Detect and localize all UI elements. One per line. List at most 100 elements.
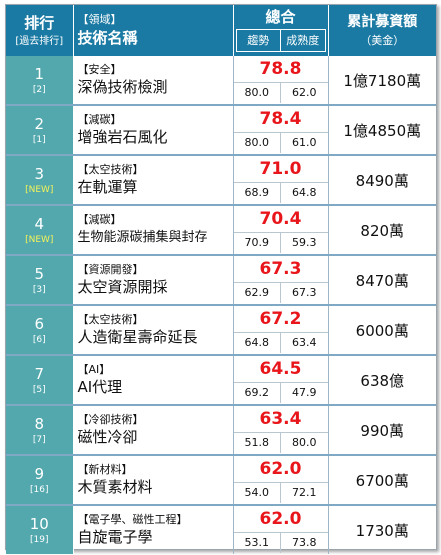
table-row: 9 [16] 【新材料】 木質素材料 62.0 54.0 72.1 6700萬: [6, 455, 436, 506]
table-header-row: 排行 [過去排行] 【領域】 技術名稱 總合 趨勢 成熟度 累計募資額 （美金）: [6, 5, 436, 56]
rank-header-sub: [過去排行]: [15, 35, 64, 47]
field-header-title: 技術名稱: [77, 29, 138, 47]
rank-cell: 1 [2]: [6, 56, 74, 106]
rank-cell: 2 [1]: [6, 105, 74, 156]
total-score: 63.4: [259, 409, 302, 429]
field-category: 【資源開發】: [77, 263, 144, 276]
table-row: 2 [1] 【減碳】 增強岩石風化 78.4 80.0 61.0 1億4850萬: [6, 105, 436, 156]
previous-rank: [19]: [30, 534, 49, 545]
maturity-score: 61.0: [280, 133, 327, 153]
trend-score: 54.0: [244, 486, 270, 499]
rank-number: 1: [34, 64, 45, 83]
funding-amount: 820萬: [328, 205, 436, 256]
total-header-title: 總合: [265, 8, 296, 26]
rank-cell: 6 [6]: [6, 305, 74, 356]
technology-name: 人造衛星壽命延長: [77, 328, 198, 346]
technology-ranking-table: 排行 [過去排行] 【領域】 技術名稱 總合 趨勢 成熟度 累計募資額 （美金）…: [6, 5, 436, 554]
new-entry-marker: [NEW]: [25, 234, 54, 245]
funding-header: 累計募資額 （美金）: [328, 5, 436, 56]
rank-number: 7: [34, 364, 45, 383]
table-row: 4 [NEW] 【減碳】生物能源碳捕集與封存 70.4 70.9 59.3 820萬: [6, 205, 436, 256]
maturity-header: 成熟度: [281, 29, 326, 52]
score-cell: 67.2 64.8 63.4: [233, 305, 329, 356]
table-row: 3 [NEW] 【太空技術】 在軌運算 71.0 68.9 64.8 8490萬: [6, 155, 436, 206]
maturity-score: 72.1: [280, 483, 327, 503]
field-header: 【領域】 技術名稱: [73, 5, 234, 56]
field-cell: 【電子學、磁性工程】自旋電子學: [73, 505, 234, 554]
trend-score: 80.0: [244, 86, 270, 99]
total-score: 67.3: [259, 259, 302, 279]
technology-name: 生物能源碳捕集與封存: [77, 230, 208, 245]
rank-cell: 4 [NEW]: [6, 205, 74, 256]
rank-cell: 10 [19]: [6, 505, 74, 554]
technology-name: AI代理: [77, 378, 123, 396]
technology-name: 自旋電子學: [77, 528, 153, 546]
score-cell: 62.0 54.0 72.1: [233, 455, 329, 506]
rank-number: 8: [34, 414, 45, 433]
previous-rank: [1]: [32, 134, 46, 145]
field-category: 【安全】: [77, 63, 122, 76]
previous-rank: [5]: [32, 384, 46, 395]
ranking-table-frame: 排行 [過去排行] 【領域】 技術名稱 總合 趨勢 成熟度 累計募資額 （美金）…: [5, 4, 437, 554]
funding-amount: 990萬: [328, 405, 436, 456]
score-cell: 78.4 80.0 61.0: [233, 105, 329, 156]
trend-score: 68.9: [244, 186, 270, 199]
total-sub-headers: 趨勢 成熟度: [235, 29, 326, 52]
maturity-score: 63.4: [280, 333, 327, 353]
score-cell: 62.0 53.1 73.8: [233, 505, 329, 554]
rank-header-title: 排行: [24, 13, 55, 32]
technology-name: 深偽技術檢測: [77, 78, 168, 96]
funding-amount: 638億: [328, 355, 436, 406]
rank-number: 6: [34, 314, 45, 333]
rank-cell: 9 [16]: [6, 455, 74, 506]
maturity-score: 80.0: [280, 433, 327, 453]
trend-score: 51.8: [244, 436, 270, 449]
field-category: 【太空技術】: [77, 163, 144, 176]
total-score: 67.2: [259, 309, 302, 329]
total-score: 78.8: [259, 59, 302, 79]
maturity-score: 62.0: [280, 83, 327, 103]
rank-cell: 8 [7]: [6, 405, 74, 456]
maturity-score: 59.3: [280, 233, 327, 253]
rank-header: 排行 [過去排行]: [6, 5, 74, 56]
field-cell: 【太空技術】人造衛星壽命延長: [73, 305, 234, 356]
trend-score: 64.8: [244, 336, 270, 349]
field-category: 【冷卻技術】: [77, 413, 144, 426]
score-cell: 70.4 70.9 59.3: [233, 205, 329, 256]
total-score: 62.0: [259, 509, 302, 529]
maturity-score: 73.8: [280, 533, 327, 553]
field-cell: 【減碳】 增強岩石風化: [73, 105, 234, 156]
technology-name: 木質素材料: [77, 478, 153, 496]
rank-number: 3: [34, 164, 45, 183]
new-entry-marker: [NEW]: [25, 184, 54, 195]
trend-score: 53.1: [244, 536, 270, 549]
funding-amount: 6000萬: [328, 305, 436, 356]
funding-amount: 1730萬: [355, 521, 409, 540]
field-cell: 【安全】深偽技術檢測: [73, 56, 234, 106]
field-cell: 【冷卻技術】 磁性冷卻: [73, 405, 234, 456]
field-header-sub: 【領域】: [77, 13, 122, 26]
field-category: 【電子學、磁性工程】: [77, 513, 188, 526]
rank-number: 2: [34, 114, 45, 133]
total-header: 總合 趨勢 成熟度: [233, 5, 329, 56]
table-row: 8 [7] 【冷卻技術】 磁性冷卻 63.4 51.8 80.0 990萬: [6, 405, 436, 456]
rank-number: 10: [29, 514, 49, 533]
maturity-score: 47.9: [280, 383, 327, 403]
field-cell: 【太空技術】 在軌運算: [73, 155, 234, 206]
funding-amount: 1億4850萬: [328, 105, 436, 156]
score-cell: 78.8 80.0 62.0: [233, 56, 329, 106]
rank-cell: 3 [NEW]: [6, 155, 74, 206]
rank-number: 4: [34, 214, 45, 233]
score-cell: 64.5 69.2 47.9: [233, 355, 329, 406]
table-row: 5 [3] 【資源開發】 太空資源開採 67.3 62.9 67.3 8470萬: [6, 255, 436, 306]
trend-score: 62.9: [244, 286, 270, 299]
field-category: 【太空技術】: [77, 313, 144, 326]
rank-cell: 7 [5]: [6, 355, 74, 406]
maturity-score: 64.8: [280, 183, 327, 203]
total-score: 78.4: [259, 109, 302, 129]
funding-amount: 8490萬: [328, 155, 436, 206]
field-category: 【減碳】: [77, 213, 122, 226]
table-row: 6 [6] 【太空技術】人造衛星壽命延長 67.2 64.8 63.4 6000萬: [6, 305, 436, 356]
field-category: 【新材料】: [77, 463, 133, 476]
field-cell: 【新材料】木質素材料: [73, 455, 234, 506]
